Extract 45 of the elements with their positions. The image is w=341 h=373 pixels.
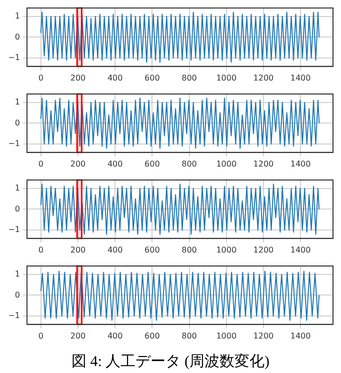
y-tick-label: −1	[8, 311, 20, 320]
x-tick-label: 600	[144, 73, 160, 82]
x-tick-label: 1000	[216, 331, 237, 340]
x-tick-label: 1000	[216, 159, 237, 168]
x-tick-label: 1200	[253, 159, 274, 168]
x-tick-label: 1400	[290, 331, 311, 340]
x-tick-label: 0	[38, 73, 44, 82]
x-tick-label: 1400	[290, 159, 311, 168]
x-tick-label: 0	[38, 245, 44, 254]
x-tick-label: 400	[107, 73, 123, 82]
x-tick-label: 800	[182, 73, 197, 82]
x-tick-label: 1000	[216, 245, 237, 254]
x-tick-label: 800	[182, 159, 197, 168]
y-tick-label: 1	[14, 183, 20, 192]
y-tick-label: 1	[14, 97, 20, 106]
x-tick-label: 200	[70, 331, 86, 340]
x-tick-label: 200	[70, 159, 86, 168]
x-tick-label: 600	[144, 331, 160, 340]
y-tick-label: −1	[8, 53, 20, 62]
y-tick-label: 1	[14, 11, 20, 20]
x-tick-label: 400	[107, 245, 123, 254]
x-tick-label: 800	[182, 245, 197, 254]
x-tick-label: 1400	[290, 73, 311, 82]
x-tick-label: 200	[70, 73, 86, 82]
x-tick-label: 1400	[290, 245, 311, 254]
x-tick-label: 600	[144, 245, 160, 254]
y-tick-label: 0	[14, 118, 20, 128]
y-tick-label: −1	[8, 139, 20, 148]
y-tick-label: 1	[14, 269, 20, 278]
x-tick-label: 400	[107, 331, 123, 340]
x-tick-label: 1200	[253, 73, 274, 82]
x-tick-label: 1200	[253, 331, 274, 340]
x-tick-label: 400	[107, 159, 123, 168]
y-tick-label: 0	[14, 290, 20, 300]
x-tick-label: 800	[182, 331, 197, 340]
x-tick-label: 0	[38, 159, 44, 168]
caption: 図 4: 人工データ (周波数変化)	[70, 352, 270, 371]
y-tick-label: −1	[8, 225, 20, 234]
y-tick-label: 0	[14, 204, 20, 214]
x-tick-label: 1000	[216, 73, 237, 82]
x-tick-label: 200	[70, 245, 86, 254]
x-tick-label: 1200	[253, 245, 274, 254]
x-tick-label: 0	[38, 331, 44, 340]
x-tick-label: 600	[144, 159, 160, 168]
y-tick-label: 0	[14, 32, 20, 42]
